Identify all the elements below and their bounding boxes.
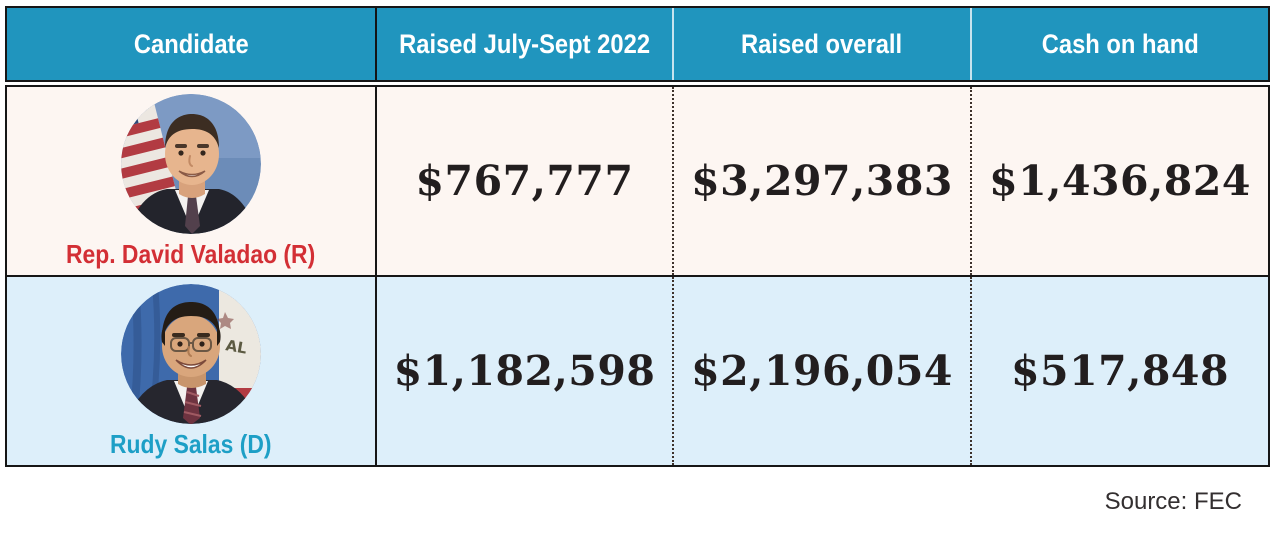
table-body: Rep. David Valadao (R) $767,777 $3,297,3… bbox=[5, 85, 1270, 467]
salas-photo: AL bbox=[121, 284, 261, 424]
column-header-cash-on-hand: Cash on hand bbox=[970, 8, 1268, 80]
valadao-cash-on-hand-value: $1,436,824 bbox=[989, 157, 1251, 205]
table-row-valadao: Rep. David Valadao (R) $767,777 $3,297,3… bbox=[7, 87, 1268, 275]
valadao-cash-on-hand-cell: $1,436,824 bbox=[970, 87, 1268, 275]
valadao-raised-q3-cell: $767,777 bbox=[375, 87, 672, 275]
salas-portrait-illustration: AL bbox=[121, 284, 261, 424]
column-header-raised-q3: Raised July-Sept 2022 bbox=[375, 8, 672, 80]
source-attribution: Source: FEC bbox=[1104, 488, 1242, 515]
fec-table: Candidate Raised July-Sept 2022 Raised o… bbox=[5, 6, 1270, 467]
candidate-name-valadao: Rep. David Valadao (R) bbox=[66, 239, 316, 269]
column-header-candidate: Candidate bbox=[133, 28, 249, 59]
header-row: Candidate Raised July-Sept 2022 Raised o… bbox=[5, 6, 1270, 82]
column-header-raised-overall: Raised overall bbox=[672, 8, 970, 80]
svg-text:AL: AL bbox=[224, 336, 248, 357]
salas-cash-on-hand-cell: $517,848 bbox=[970, 277, 1268, 465]
candidate-cell-salas: AL bbox=[7, 277, 375, 465]
valadao-portrait-illustration bbox=[121, 94, 261, 234]
table-row-salas: AL bbox=[7, 275, 1268, 465]
valadao-raised-q3-value: $767,777 bbox=[415, 157, 634, 205]
valadao-raised-overall-cell: $3,297,383 bbox=[672, 87, 970, 275]
valadao-raised-overall-value: $3,297,383 bbox=[691, 157, 953, 205]
candidate-name-salas: Rudy Salas (D) bbox=[110, 429, 272, 459]
salas-raised-q3-value: $1,182,598 bbox=[393, 347, 656, 395]
candidate-cell-valadao: Rep. David Valadao (R) bbox=[7, 87, 375, 275]
salas-raised-q3-cell: $1,182,598 bbox=[375, 277, 672, 465]
salas-raised-overall-value: $2,196,054 bbox=[691, 347, 953, 395]
valadao-photo bbox=[121, 94, 261, 234]
salas-raised-overall-cell: $2,196,054 bbox=[672, 277, 970, 465]
salas-cash-on-hand-value: $517,848 bbox=[1011, 347, 1229, 395]
